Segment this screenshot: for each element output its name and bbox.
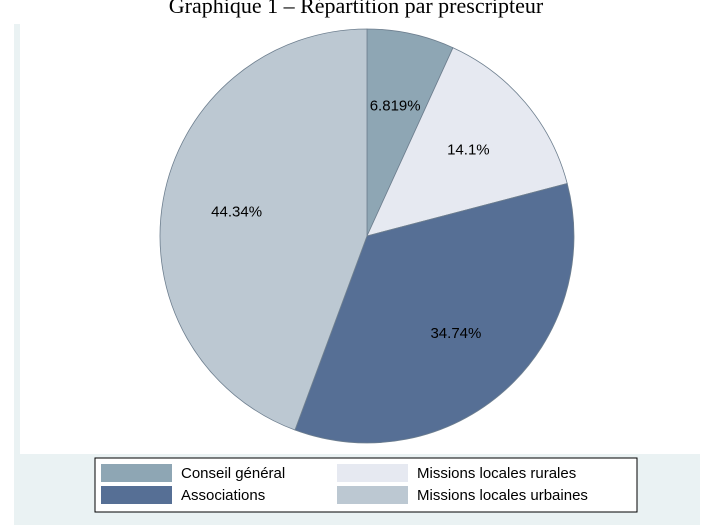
pie-slice — [159, 28, 368, 431]
legend-swatch — [337, 486, 408, 504]
legend-label: Conseil général — [181, 465, 285, 482]
pie-slice — [366, 47, 568, 237]
slice-label: 44.34% — [211, 204, 262, 221]
chart-title: Graphique 1 – Répartition par prescripte… — [169, 0, 544, 18]
legend-label: Missions locales rurales — [417, 465, 576, 482]
legend-label: Associations — [181, 487, 265, 504]
slice-label: 14.1% — [447, 142, 490, 159]
slice-label: 6.819% — [370, 98, 421, 115]
pie-slice — [294, 183, 575, 444]
legend-swatch — [101, 464, 172, 482]
legend-swatch — [337, 464, 408, 482]
slice-label: 34.74% — [430, 325, 481, 342]
legend-label: Missions locales urbaines — [417, 487, 588, 504]
legend-swatch — [101, 486, 172, 504]
